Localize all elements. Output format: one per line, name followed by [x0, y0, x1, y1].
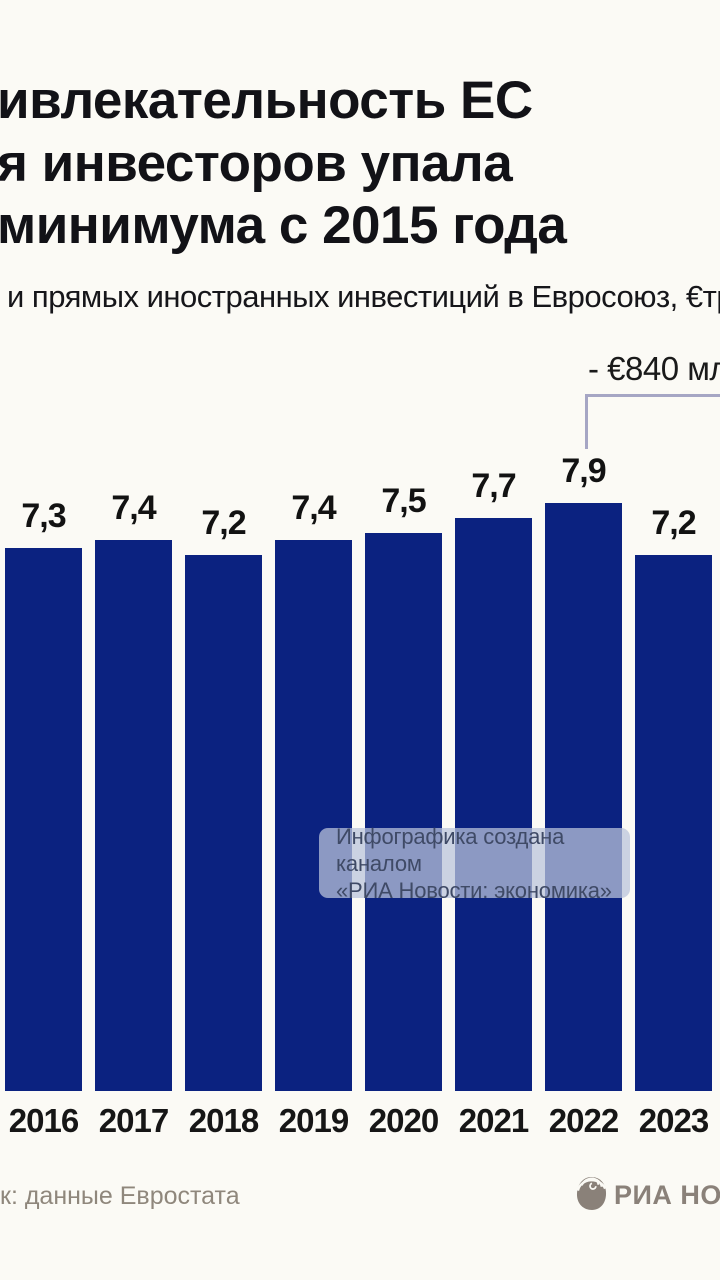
watermark-line-2: «РИА Новости: экономика» — [336, 877, 612, 903]
x-axis-label-2018: 2018 — [188, 1102, 259, 1139]
bar-value-label: 7,4 — [291, 489, 336, 527]
bar-value-label: 7,7 — [471, 467, 516, 505]
x-axis-label-2019: 2019 — [278, 1102, 349, 1139]
bar-2020 — [365, 533, 442, 1091]
bar-value-label: 7,4 — [111, 489, 156, 527]
source-note: к: данные Евростата — [0, 1182, 240, 1210]
ria-novosti-logo: РИА НОВ — [576, 1176, 720, 1211]
logo-text: РИА НОВ — [614, 1179, 720, 1210]
bar-2022 — [545, 503, 622, 1091]
watermark-badge: Инфографика создана каналом «РИА Новости… — [319, 824, 630, 903]
annotation-label: - €840 мл — [588, 350, 720, 387]
annotation-bracket-horizontal — [585, 394, 720, 397]
x-axis-label-2017: 2017 — [98, 1102, 169, 1139]
page-title-line-3: минимума с 2015 года — [0, 196, 567, 255]
bar-value-label: 7,5 — [381, 482, 426, 520]
annotation-bracket-vertical — [585, 394, 588, 449]
nautilus-shell-icon — [576, 1177, 607, 1210]
bar-value-label: 7,2 — [201, 504, 246, 542]
bar-2019 — [275, 540, 352, 1091]
x-axis-label-2020: 2020 — [368, 1102, 439, 1139]
bar-2021 — [455, 518, 532, 1091]
bar-2023 — [635, 555, 712, 1091]
bar-2017 — [95, 540, 172, 1091]
bar-value-label: 7,3 — [21, 497, 66, 535]
bar-value-label: 7,9 — [561, 452, 606, 490]
x-axis-label-2023: 2023 — [638, 1102, 709, 1139]
bar-2016 — [5, 548, 82, 1091]
chart-subtitle: и прямых иностранных инвестиций в Евросо… — [7, 279, 720, 314]
page-title-line-1: ивлекательность ЕС — [0, 71, 533, 130]
x-axis-label-2021: 2021 — [458, 1102, 529, 1139]
bar-value-label: 7,2 — [651, 504, 696, 542]
x-axis-label-2022: 2022 — [548, 1102, 619, 1139]
page-title-line-2: я инвесторов упала — [0, 134, 513, 193]
bar-2018 — [185, 555, 262, 1091]
watermark-line-1: Инфографика создана каналом — [336, 823, 565, 876]
x-axis-label-2016: 2016 — [8, 1102, 79, 1139]
